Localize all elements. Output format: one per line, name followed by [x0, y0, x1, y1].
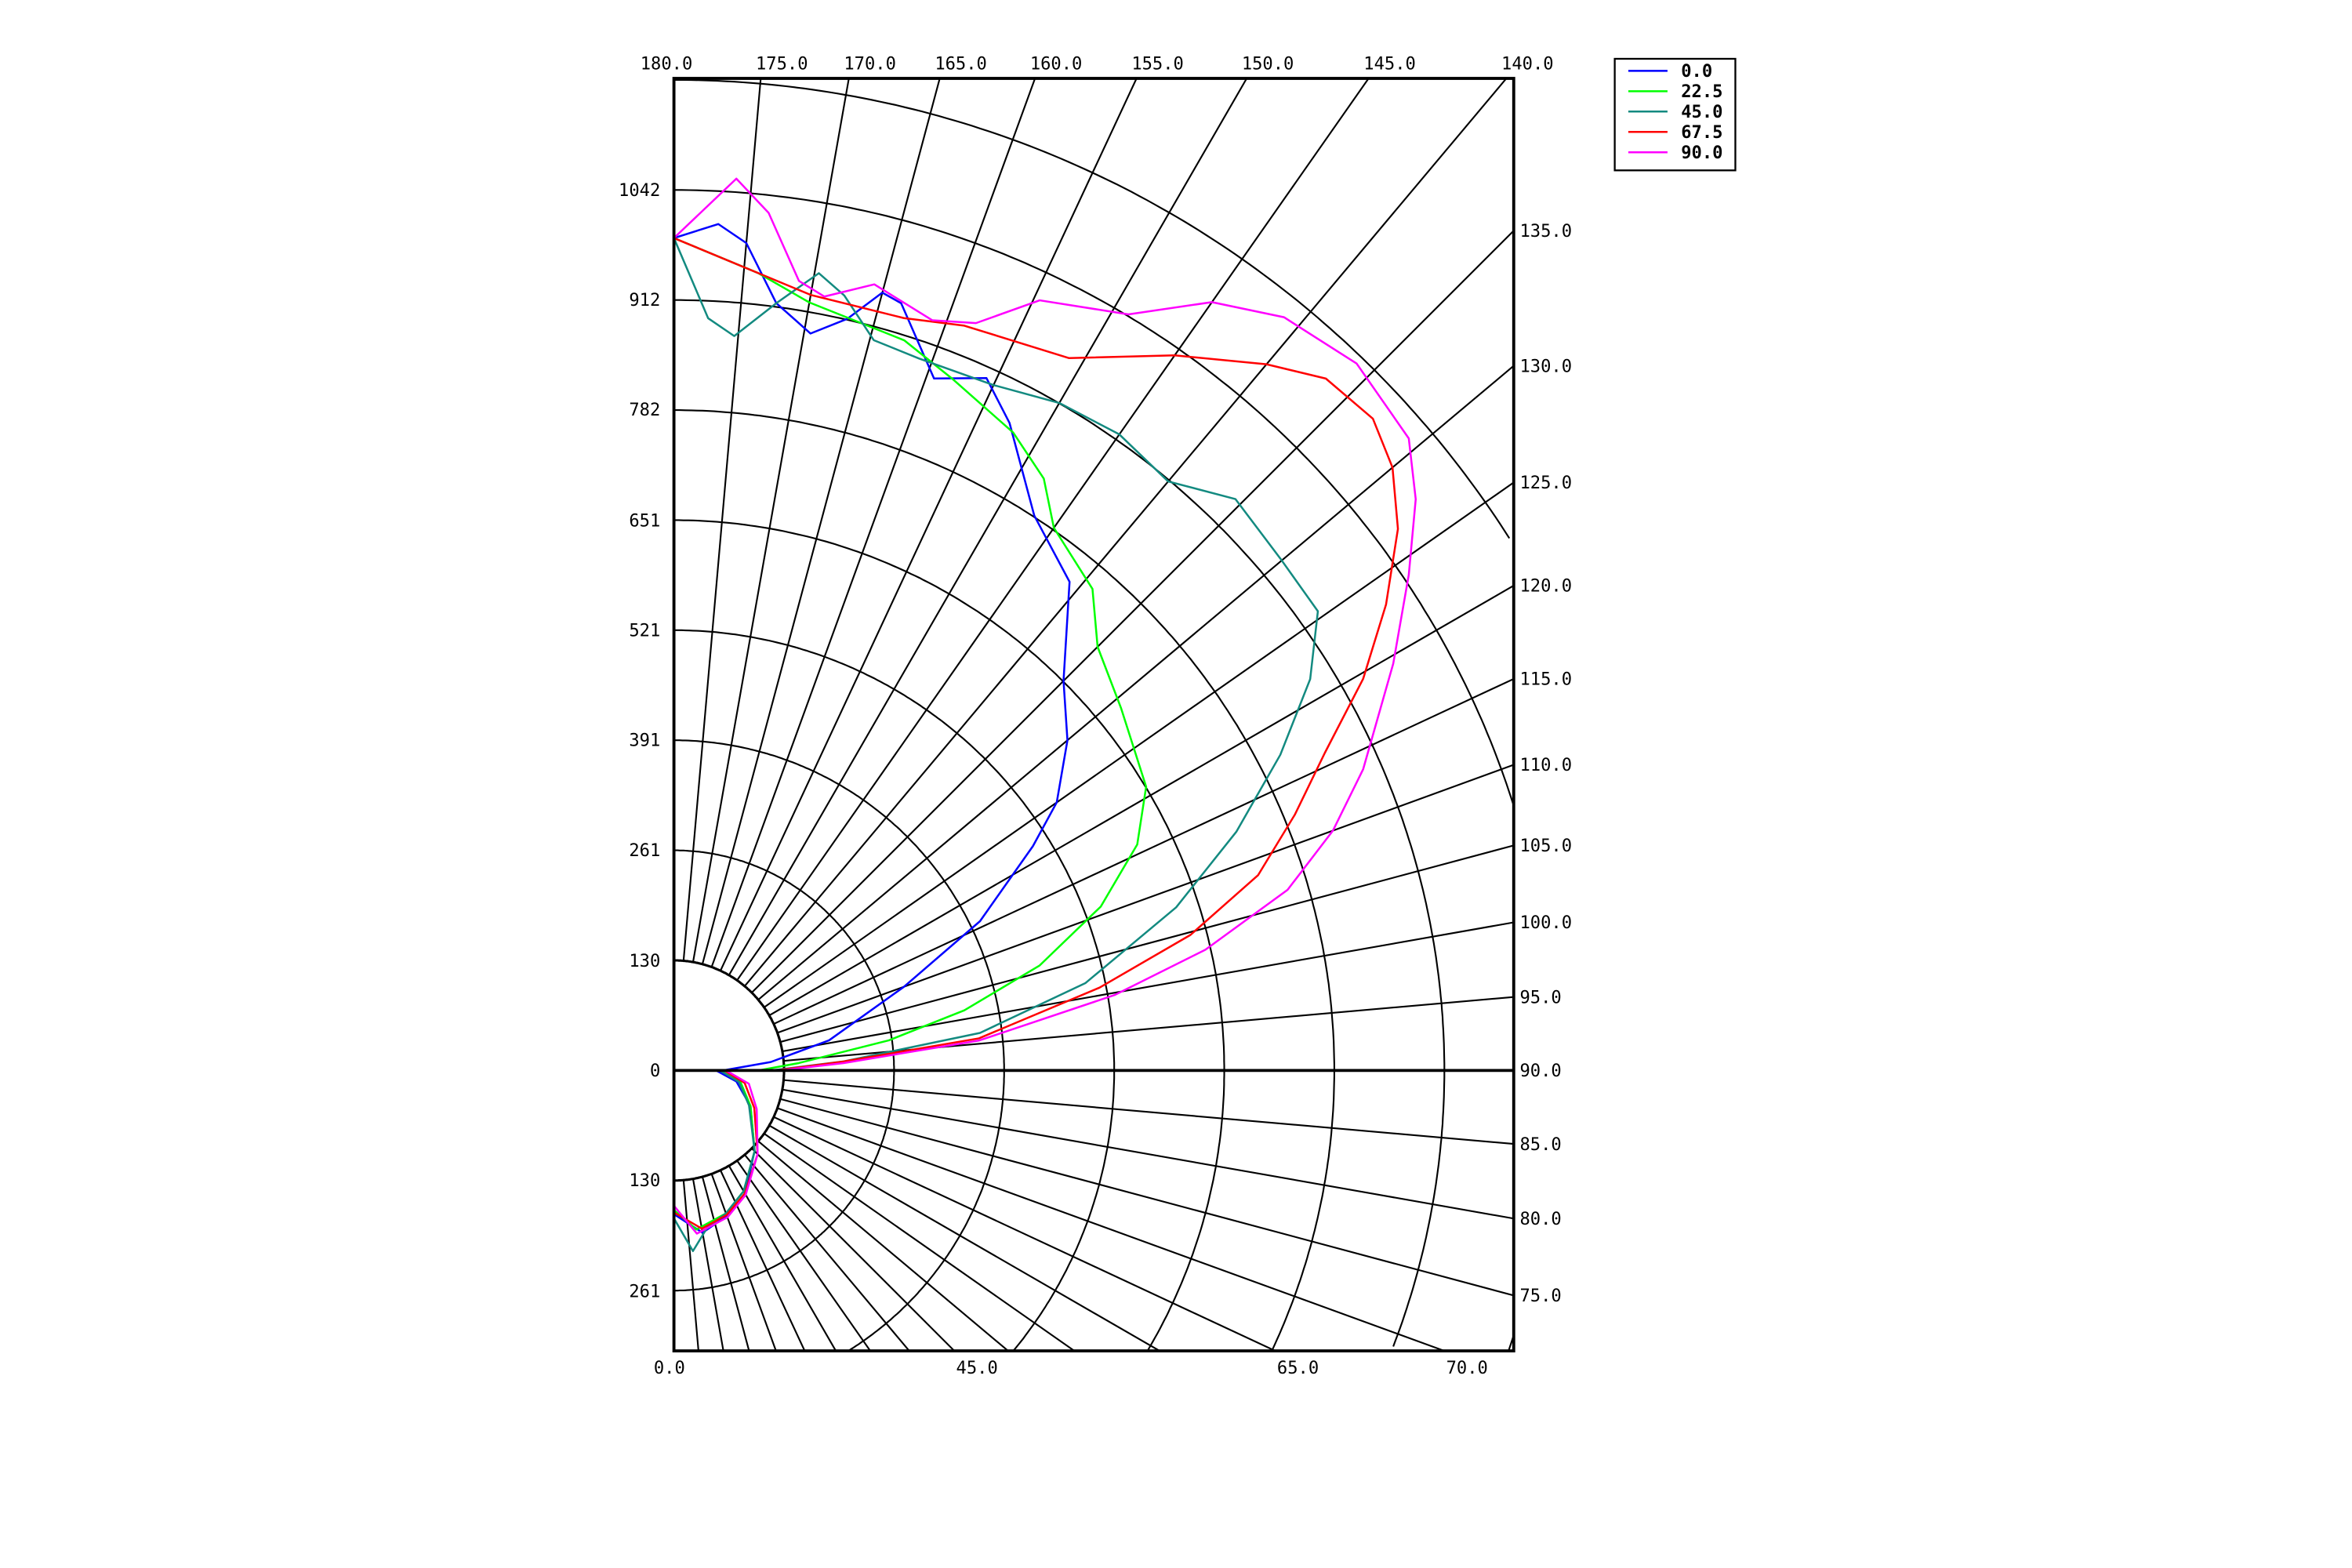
grid-radial-line: [777, 764, 1514, 1034]
grid-radial-line: [682, 78, 762, 961]
angle-tick-label: 105.0: [1519, 836, 1572, 856]
radial-tick-label: 912: [629, 290, 660, 310]
grid-radial-line: [773, 1116, 1276, 1352]
legend-label: 0.0: [1681, 61, 1712, 82]
angle-tick-label: 130.0: [1519, 356, 1572, 376]
legend: 0.022.545.067.590.0: [1613, 57, 1737, 172]
grid-radial-line: [751, 1147, 956, 1352]
angle-tick-label: 115.0: [1519, 670, 1572, 690]
grid-radial-line: [728, 1165, 837, 1352]
legend-label: 45.0: [1681, 102, 1722, 122]
angle-tick-label: 110.0: [1519, 755, 1572, 775]
grid-radial-line: [691, 1178, 724, 1352]
grid-radial-line: [777, 1107, 1445, 1352]
angle-tick-label: 45.0: [956, 1358, 998, 1378]
grid-radial-line: [779, 1098, 1514, 1297]
angle-tick-label: 125.0: [1519, 473, 1572, 493]
angle-tick-label: 180.0: [641, 53, 693, 74]
grid-radial-line: [710, 78, 1036, 967]
radial-tick-label: 651: [629, 510, 660, 531]
series-curve-45.0: [673, 238, 1319, 1253]
angle-tick-label: 100.0: [1519, 913, 1572, 933]
grid-radial-line: [710, 1173, 777, 1352]
angle-tick-label: 80.0: [1519, 1209, 1561, 1229]
grid-circle: [673, 299, 1446, 1347]
series-curves: [673, 177, 1417, 1253]
radial-tick-label: 130: [629, 1171, 660, 1191]
grid-radial-line: [701, 78, 941, 965]
angle-tick-label: 150.0: [1242, 53, 1294, 74]
angle-tick-label: 155.0: [1131, 53, 1184, 74]
angle-tick-label: 120.0: [1519, 576, 1572, 597]
grid-radial-line: [773, 677, 1514, 1025]
grid-radial-line: [728, 78, 1248, 976]
grid-circle: [673, 739, 1005, 1352]
radial-tick-label: 521: [629, 621, 660, 641]
series-curve-90.0: [673, 177, 1417, 1235]
angle-tick-label: 140.0: [1501, 53, 1554, 74]
legend-label: 90.0: [1681, 143, 1722, 163]
radial-tick-label: 0: [650, 1061, 660, 1081]
angle-tick-label: 65.0: [1277, 1358, 1319, 1378]
grid-circle: [673, 78, 1511, 539]
angle-tick-label: 70.0: [1446, 1358, 1488, 1378]
angle-tick-label: 145.0: [1363, 53, 1416, 74]
grid-radial-line: [719, 78, 1138, 971]
legend-label: 22.5: [1681, 82, 1722, 102]
series-curve-67.5: [673, 237, 1399, 1230]
grid-radial-line: [764, 1133, 1076, 1352]
radial-tick-label: 782: [629, 400, 660, 420]
grid-radial-line: [736, 1160, 871, 1352]
axis-labels: 1042 912 782 651 521 391 261 130 0 130 261 180.0 175…: [619, 53, 1572, 1377]
grid-radial-line: [691, 78, 850, 963]
polar-grid: [673, 78, 1514, 1352]
angle-tick-label: 85.0: [1519, 1134, 1561, 1155]
radial-tick-label: 1042: [619, 180, 660, 201]
radial-tick-label: 261: [629, 1281, 660, 1301]
radial-tick-label: 391: [629, 731, 660, 751]
grid-radial-line: [744, 78, 1508, 987]
grid-circle: [673, 629, 1116, 1352]
grid-radial-line: [744, 1154, 910, 1352]
grid-radial-line: [768, 1124, 1160, 1352]
radial-tick-label: 261: [629, 840, 660, 861]
legend-label: 67.5: [1681, 122, 1722, 143]
grid-radial-line: [768, 585, 1514, 1017]
grid-radial-line: [779, 844, 1514, 1044]
grid-radial-line: [682, 1180, 699, 1352]
grid-radial-line: [782, 921, 1514, 1053]
grid-radial-line: [751, 230, 1514, 993]
grid-radial-line: [757, 365, 1514, 1000]
grid-radial-line: [783, 1079, 1514, 1145]
angle-tick-label: 175.0: [756, 53, 808, 74]
grid-radial-line: [782, 1088, 1514, 1220]
grid-radial-line: [701, 1176, 750, 1352]
grid-radial-line: [757, 1140, 1009, 1352]
angle-tick-label: 90.0: [1519, 1061, 1561, 1081]
angle-tick-label: 170.0: [844, 53, 896, 74]
angle-tick-label: 165.0: [935, 53, 987, 74]
grid-circle: [673, 409, 1335, 1350]
grid-radial-line: [719, 1170, 806, 1352]
radial-tick-label: 130: [629, 951, 660, 971]
angle-tick-label: 0.0: [654, 1358, 685, 1378]
angle-tick-label: 160.0: [1030, 53, 1083, 74]
plot-frame: [672, 77, 1515, 1352]
grid-radial-line: [736, 78, 1370, 981]
angle-tick-label: 135.0: [1519, 221, 1572, 241]
angle-tick-label: 95.0: [1519, 987, 1561, 1007]
angle-tick-label: 75.0: [1519, 1286, 1561, 1306]
grid-radial-line: [764, 481, 1514, 1008]
